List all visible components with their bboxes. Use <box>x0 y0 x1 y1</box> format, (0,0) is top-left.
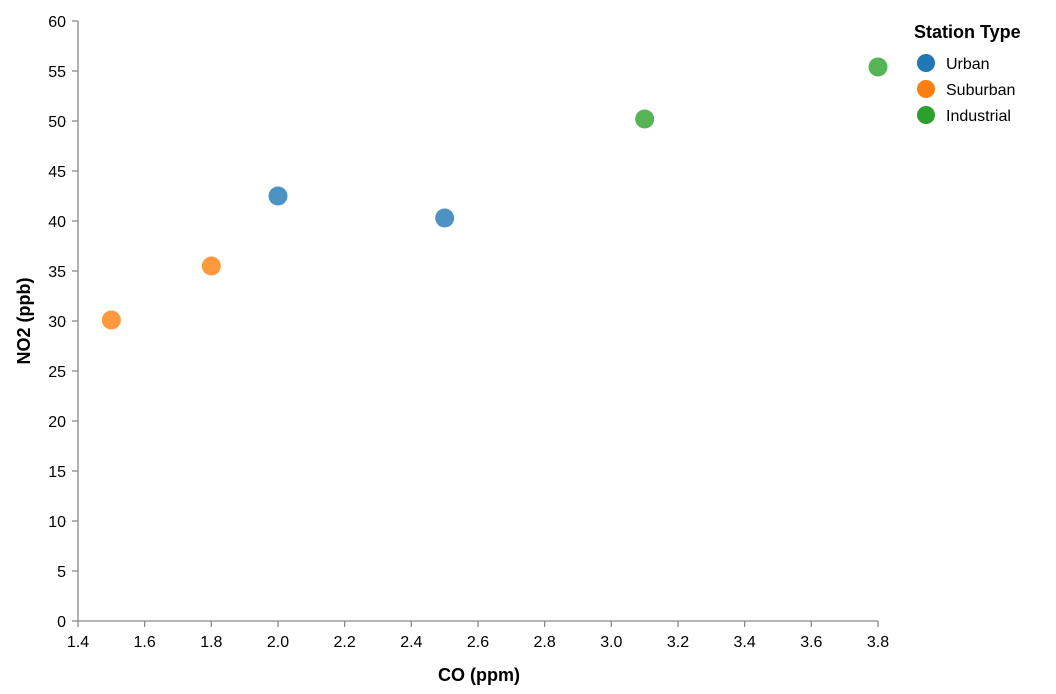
x-tick-label: 2.8 <box>534 634 556 651</box>
data-point-urban <box>435 208 455 228</box>
x-tick-label: 1.8 <box>200 634 222 651</box>
x-tick-label: 3.8 <box>867 634 889 651</box>
y-axis-title: NO2 (ppb) <box>14 278 34 365</box>
x-tick-label: 3.6 <box>800 634 822 651</box>
x-tick-label: 2.4 <box>400 634 422 651</box>
x-tick-label: 2.6 <box>467 634 489 651</box>
legend-title: Station Type <box>914 22 1021 42</box>
data-point-urban <box>268 186 288 206</box>
y-tick-label: 0 <box>57 614 66 631</box>
x-tick-label: 1.6 <box>134 634 156 651</box>
y-axis: 0 5 10 15 20 25 30 35 40 45 50 55 60 <box>48 14 79 631</box>
x-axis: 1.4 1.6 1.8 2.0 2.2 2.4 2.6 2.8 3.0 3.2 3.4 3.6 3.8 <box>67 620 889 651</box>
y-tick-label: 25 <box>48 364 66 381</box>
x-tick-label: 3.2 <box>667 634 689 651</box>
data-point-industrial <box>868 57 888 77</box>
x-tick-label: 2.0 <box>267 634 289 651</box>
legend-label: Suburban <box>946 82 1015 99</box>
y-tick-label: 50 <box>48 114 66 131</box>
y-tick-label: 40 <box>48 214 66 231</box>
x-axis-title: CO (ppm) <box>438 665 520 685</box>
y-tick-label: 10 <box>48 514 66 531</box>
x-tick-label: 3.0 <box>600 634 622 651</box>
y-tick-label: 45 <box>48 164 66 181</box>
legend-symbol <box>917 106 935 124</box>
data-points <box>101 57 888 330</box>
y-tick-label: 30 <box>48 314 66 331</box>
data-point-suburban <box>201 256 221 276</box>
y-tick-label: 55 <box>48 64 66 81</box>
x-tick-label: 3.4 <box>734 634 756 651</box>
legend-symbol <box>917 54 935 72</box>
x-tick-label: 1.4 <box>67 634 89 651</box>
x-tick-label: 2.2 <box>334 634 356 651</box>
legend: Station Type Urban Suburban Industrial <box>914 22 1021 125</box>
legend-symbol <box>917 80 935 98</box>
legend-label: Urban <box>946 56 990 73</box>
y-tick-label: 60 <box>48 14 66 31</box>
data-point-industrial <box>635 109 655 129</box>
data-point-suburban <box>101 310 121 330</box>
y-tick-label: 20 <box>48 414 66 431</box>
y-tick-label: 15 <box>48 464 66 481</box>
y-tick-label: 35 <box>48 264 66 281</box>
y-tick-label: 5 <box>57 564 66 581</box>
legend-label: Industrial <box>946 108 1011 125</box>
